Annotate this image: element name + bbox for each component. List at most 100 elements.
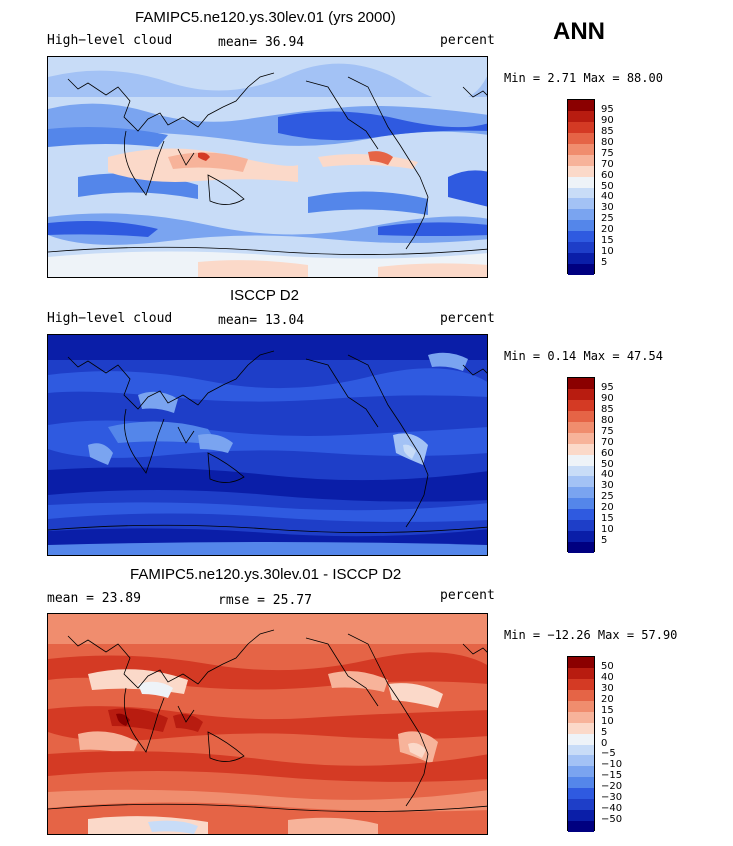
colorbar-tick-label: 20 [601, 224, 614, 236]
colorbar-tick-label: 30 [601, 682, 614, 694]
colorbar-tick-label: 5 [601, 257, 608, 269]
colorbar-tick-label: −5 [601, 748, 616, 760]
colorbar-swatch [568, 678, 594, 690]
colorbar-swatch [568, 110, 594, 122]
colorbar-tick-label: 50 [601, 458, 614, 470]
colorbar-tick-label: 95 [601, 381, 614, 393]
colorbar-tick-label: 0 [601, 737, 608, 749]
colorbar-swatch [568, 667, 594, 679]
colorbar-swatch [568, 231, 594, 243]
panel-1-colorbar [567, 99, 595, 275]
panel-2-variable-label: High−level cloud [47, 311, 173, 326]
colorbar-swatch [568, 755, 594, 767]
colorbar-tick-label: 30 [601, 202, 614, 214]
panel-3-map [47, 613, 488, 835]
panel-3-rmse: rmse = 25.77 [218, 593, 312, 608]
colorbar-swatch [568, 143, 594, 155]
colorbar-swatch [568, 454, 594, 466]
colorbar-tick-label: 40 [601, 191, 614, 203]
colorbar-tick-label: 15 [601, 235, 614, 247]
colorbar-swatch [568, 388, 594, 400]
colorbar-swatch [568, 100, 594, 111]
panel-3-colorbar [567, 656, 595, 832]
colorbar-swatch [568, 264, 594, 275]
panel-1-mean: mean= 36.94 [218, 35, 305, 50]
colorbar-swatch [568, 509, 594, 521]
colorbar-tick-label: 90 [601, 392, 614, 404]
colorbar-tick-label: −50 [601, 814, 623, 826]
colorbar-swatch [568, 465, 594, 477]
colorbar-swatch [568, 121, 594, 133]
panel-2-map [47, 334, 488, 556]
colorbar-swatch [568, 498, 594, 510]
colorbar-swatch [568, 132, 594, 144]
colorbar-tick-label: 25 [601, 213, 614, 225]
colorbar-tick-label: 10 [601, 715, 614, 727]
panel-2-minmax: Min = 0.14 Max = 47.54 [504, 349, 663, 363]
colorbar-tick-label: 90 [601, 114, 614, 126]
colorbar-tick-label: 85 [601, 125, 614, 137]
colorbar-swatch [568, 154, 594, 166]
panel-3-mean: mean = 23.89 [47, 591, 141, 606]
colorbar-swatch [568, 220, 594, 232]
panel-1-unit: percent [440, 33, 495, 48]
colorbar-tick-label: 95 [601, 103, 614, 115]
colorbar-tick-label: 75 [601, 425, 614, 437]
colorbar-swatch [568, 242, 594, 254]
panel-3-minmax: Min = −12.26 Max = 57.90 [504, 628, 678, 642]
colorbar-tick-label: 30 [601, 480, 614, 492]
colorbar-swatch [568, 198, 594, 210]
panel-1-minmax: Min = 2.71 Max = 88.00 [504, 71, 663, 85]
panel-3-unit: percent [440, 588, 495, 603]
colorbar-tick-label: 5 [601, 535, 608, 547]
colorbar-swatch [568, 711, 594, 723]
panel-1-variable-label: High−level cloud [47, 33, 173, 48]
colorbar-swatch [568, 421, 594, 433]
colorbar-swatch [568, 689, 594, 701]
colorbar-swatch [568, 700, 594, 712]
colorbar-swatch [568, 432, 594, 444]
colorbar-tick-label: 80 [601, 136, 614, 148]
colorbar-swatch [568, 766, 594, 778]
panel-1-map [47, 56, 488, 278]
season-label: ANN [553, 18, 605, 45]
colorbar-swatch [568, 165, 594, 177]
colorbar-tick-label: 60 [601, 447, 614, 459]
colorbar-tick-label: 40 [601, 469, 614, 481]
colorbar-tick-label: 40 [601, 671, 614, 683]
colorbar-swatch [568, 531, 594, 543]
colorbar-swatch [568, 410, 594, 422]
colorbar-tick-label: 70 [601, 158, 614, 170]
colorbar-swatch [568, 657, 594, 668]
colorbar-swatch [568, 810, 594, 822]
panel-2-mean: mean= 13.04 [218, 313, 305, 328]
colorbar-swatch [568, 399, 594, 411]
colorbar-tick-label: 50 [601, 660, 614, 672]
colorbar-tick-label: −10 [601, 759, 623, 771]
panel-2-title: ISCCP D2 [230, 287, 299, 304]
colorbar-tick-label: −40 [601, 803, 623, 815]
colorbar-swatch [568, 520, 594, 532]
panel-3-title: FAMIPC5.ne120.ys.30lev.01 - ISCCP D2 [130, 566, 402, 583]
colorbar-swatch [568, 744, 594, 756]
colorbar-swatch [568, 187, 594, 199]
colorbar-swatch [568, 209, 594, 221]
colorbar-tick-label: 50 [601, 180, 614, 192]
colorbar-swatch [568, 176, 594, 188]
colorbar-tick-label: −20 [601, 781, 623, 793]
colorbar-tick-label: 20 [601, 693, 614, 705]
colorbar-tick-label: 15 [601, 513, 614, 525]
colorbar-tick-label: 15 [601, 704, 614, 716]
colorbar-swatch [568, 253, 594, 265]
colorbar-swatch [568, 378, 594, 389]
colorbar-tick-label: 20 [601, 502, 614, 514]
colorbar-tick-label: 80 [601, 414, 614, 426]
colorbar-tick-label: 85 [601, 403, 614, 415]
colorbar-tick-label: −15 [601, 770, 623, 782]
colorbar-swatch [568, 733, 594, 745]
panel-2-colorbar [567, 377, 595, 553]
colorbar-tick-label: 5 [601, 726, 608, 738]
colorbar-tick-label: 10 [601, 246, 614, 258]
panel-2-unit: percent [440, 311, 495, 326]
colorbar-swatch [568, 821, 594, 832]
